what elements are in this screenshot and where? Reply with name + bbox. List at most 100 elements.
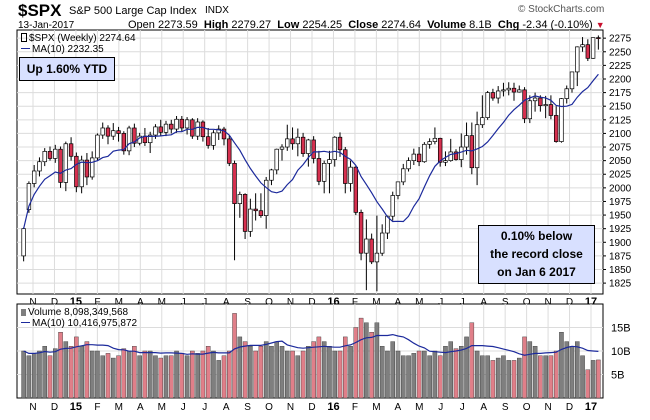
price-x-tick-label: S <box>244 297 251 308</box>
volume-bar <box>279 346 285 399</box>
ma-line-icon <box>21 48 30 49</box>
price-legend-ma-text: MA(10) 2232.35 <box>32 44 104 55</box>
volume-bar <box>590 360 596 399</box>
volume-bar <box>300 350 306 399</box>
candle-body <box>332 136 337 160</box>
volume-bar <box>216 360 221 399</box>
candle-body <box>459 146 464 160</box>
candle-body <box>448 151 453 161</box>
price-tick-label: 2150 <box>609 102 632 113</box>
volume-bar <box>205 346 211 399</box>
candle-body <box>84 159 90 178</box>
volume-legend-series-text: Volume 8,098,349,568 <box>28 307 129 318</box>
price-legend-ma: MA(10) 2232.35 <box>21 44 104 55</box>
volume-bar <box>490 360 496 399</box>
volume-bar <box>332 350 337 399</box>
volume-bar <box>132 346 137 399</box>
volume-bar <box>548 355 554 399</box>
candle-body <box>353 166 359 213</box>
candle-body <box>190 119 195 137</box>
volume-x-tick-label: J <box>181 402 186 413</box>
volume-bar <box>21 350 26 399</box>
volume-bar <box>585 369 591 399</box>
price-tick-label: 2000 <box>609 183 632 194</box>
volume-bar <box>343 336 348 399</box>
date: 13-Jan-2017 <box>18 20 75 31</box>
volume-bar <box>321 341 327 399</box>
candle-body <box>580 44 585 48</box>
volume-x-tick-label: D <box>308 402 315 413</box>
volume-bar <box>374 322 380 399</box>
candle-body <box>221 128 227 140</box>
volume-bar <box>147 350 153 399</box>
volume-bar <box>200 350 206 399</box>
candle-body <box>68 143 74 157</box>
candle-body <box>227 138 232 164</box>
price-tick-label: 2225 <box>609 61 632 72</box>
price-x-tick-label: J <box>202 297 207 308</box>
candle-body <box>416 153 422 163</box>
price-tick-label: 1925 <box>609 224 632 235</box>
price-tick-label: 2100 <box>609 129 632 140</box>
volume-bar <box>532 346 538 399</box>
volume-bar <box>596 359 601 399</box>
open-value: 2273.59 <box>157 19 198 31</box>
volume-bar <box>121 348 127 399</box>
volume-tick-label: 15B <box>611 323 631 335</box>
volume-x-tick-label: J <box>460 402 465 413</box>
candle-body <box>205 136 211 146</box>
volume-legend-series: Volume 8,098,349,568 <box>21 307 128 318</box>
volume-x-tick-label: A <box>395 402 402 413</box>
price-x-tick-label: M <box>372 297 380 308</box>
candle-body <box>548 104 554 116</box>
candle-body <box>116 130 121 134</box>
volume-x-tick-label: D <box>51 402 58 413</box>
candle-body <box>501 89 506 92</box>
candle-body <box>147 134 153 144</box>
price-x-tick-label: D <box>308 297 315 308</box>
candle-body <box>474 124 480 169</box>
volume-x-tick-label: S <box>502 402 509 413</box>
candle-body <box>485 92 490 118</box>
candle-body <box>506 87 511 91</box>
volume-bar <box>553 350 559 399</box>
volume-bar <box>485 355 490 399</box>
price-x-tick-label: S <box>502 297 509 308</box>
record-callout-line3: on Jan 6 2017 <box>497 265 576 279</box>
volume-bar <box>379 346 385 399</box>
price-x-tick-label: A <box>480 297 487 308</box>
volume-bar <box>163 355 169 399</box>
volume-bar <box>195 353 200 399</box>
candle-body <box>295 136 301 145</box>
candle-body <box>42 151 47 163</box>
candle-body <box>543 104 548 107</box>
volume-bar <box>416 350 422 399</box>
candle-body <box>258 210 264 216</box>
price-legend-series-text: $SPX (Weekly) 2274.64 <box>29 33 136 44</box>
volume-value: 8.1B <box>469 19 492 31</box>
candle-body <box>401 168 406 183</box>
symbol: $SPX <box>18 1 62 20</box>
volume-bar <box>37 350 42 399</box>
volume-bar <box>564 341 569 399</box>
volume-bar <box>142 350 148 399</box>
volume-bar <box>126 350 132 399</box>
volume-bar <box>316 336 322 399</box>
volume-bar <box>506 360 511 399</box>
volume-x-tick-label: M <box>158 402 166 413</box>
candle-body <box>390 195 395 217</box>
volume-bar <box>469 322 475 399</box>
candle-body <box>248 208 253 232</box>
volume-bar <box>111 357 116 399</box>
volume-bar <box>495 357 501 399</box>
volume-x-tick-label: A <box>137 402 144 413</box>
candle-body <box>195 121 200 137</box>
volume-bar <box>369 332 374 399</box>
volume-bar <box>538 355 543 399</box>
candle-body <box>95 134 100 159</box>
candle-body <box>216 128 221 134</box>
volume-bar <box>53 348 58 399</box>
candle-body <box>74 155 79 188</box>
volume-bar <box>327 346 332 399</box>
